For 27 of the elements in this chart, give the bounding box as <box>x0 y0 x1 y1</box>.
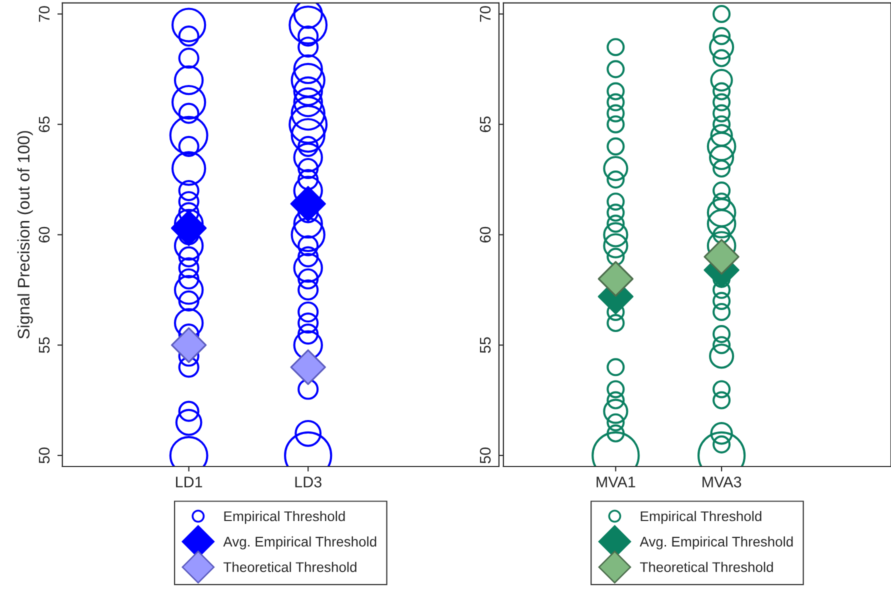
y-tick-label: 70 <box>480 6 491 22</box>
point <box>598 261 634 297</box>
x-tick-label: LD3 <box>295 476 322 488</box>
x-tick-label: LD1 <box>176 476 202 488</box>
point <box>170 210 207 246</box>
y-tick-label: 55 <box>480 337 491 353</box>
legend-label: Theoretical Threshold <box>640 562 773 572</box>
y-tick-label: 50 <box>480 448 491 464</box>
y-tick-label: 65 <box>480 116 491 132</box>
y-tick-label: 65 <box>38 116 50 132</box>
y-tick-label: 70 <box>38 6 50 22</box>
x-tick-label: MVA1 <box>596 476 636 488</box>
legend-label: Empirical Threshold <box>224 510 345 524</box>
point <box>704 238 740 275</box>
y-tick-label: 60 <box>38 226 50 242</box>
x-tick-label: MVA3 <box>702 476 742 488</box>
y-tick-label: 50 <box>38 448 50 464</box>
legend-label: Avg. Empirical Threshold <box>223 536 376 550</box>
point <box>170 327 207 363</box>
legend-label: Avg. Empirical Threshold <box>640 536 793 550</box>
legend-label: Theoretical Threshold <box>223 562 356 572</box>
legend-label: Empirical Threshold <box>640 510 762 524</box>
point <box>290 349 326 386</box>
y-tick-label: 55 <box>38 337 50 353</box>
point <box>290 186 326 222</box>
y-tick-label: 60 <box>480 226 491 242</box>
y-axis-title: Signal Precision (out of 100) <box>17 131 33 339</box>
